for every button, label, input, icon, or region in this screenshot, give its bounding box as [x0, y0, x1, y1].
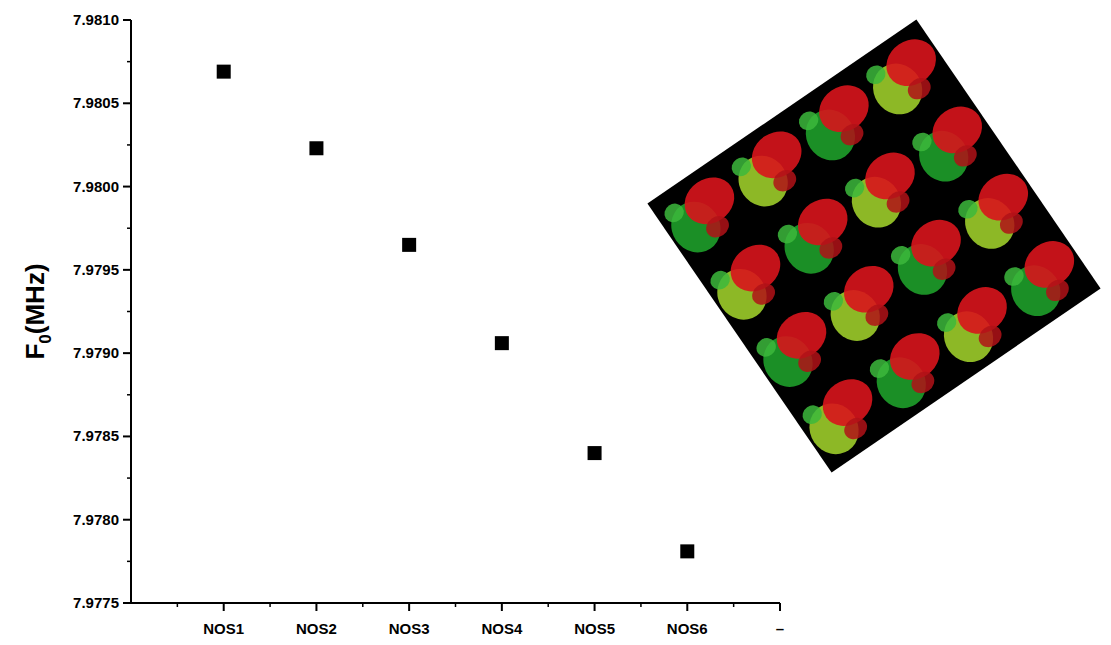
y-tick	[123, 519, 131, 521]
inset-blob	[753, 334, 780, 360]
y-tick	[123, 435, 131, 437]
inset-blob	[841, 175, 868, 201]
y-tick-label: 7.9800	[73, 178, 119, 195]
inset-blob	[774, 221, 801, 247]
y-tick-label: 7.9775	[73, 594, 119, 611]
x-tick-label: –	[776, 620, 784, 637]
x-minor-tick	[547, 603, 549, 607]
x-tick	[594, 603, 596, 611]
inset-blob	[907, 367, 938, 397]
inset-blob	[836, 120, 867, 150]
y-tick-label: 7.9790	[73, 344, 119, 361]
inset-background	[647, 19, 1100, 472]
inset-blob	[661, 200, 688, 226]
y-axis-title: F0(MHz)	[20, 263, 55, 359]
y-minor-tick	[127, 477, 131, 479]
inset-blob	[866, 356, 893, 382]
y-tick-label: 7.9780	[73, 511, 119, 528]
y-tick	[123, 602, 131, 604]
inset-blob	[707, 267, 734, 293]
point	[495, 336, 509, 350]
inset-blob	[1042, 275, 1073, 305]
y-minor-tick	[127, 61, 131, 63]
y-tick	[123, 19, 131, 21]
inset-blob	[769, 166, 800, 196]
x-tick-label: NOS4	[481, 620, 523, 637]
inset-blob	[996, 208, 1027, 238]
y-minor-tick	[127, 394, 131, 396]
inset-blob	[794, 346, 825, 376]
inset-blob	[728, 154, 755, 180]
point	[588, 446, 602, 460]
x-tick-label: NOS2	[296, 620, 337, 637]
point	[402, 238, 416, 252]
y-tick-label: 7.9795	[73, 261, 119, 278]
inset-blob	[862, 62, 889, 88]
point	[680, 544, 694, 558]
x-tick	[408, 603, 410, 611]
inset-blob	[815, 233, 846, 263]
inset-blob	[883, 187, 914, 217]
x-minor-tick	[733, 603, 735, 607]
y-tick	[123, 269, 131, 271]
y-tick-label: 7.9785	[73, 427, 119, 444]
inset-blob	[702, 212, 733, 242]
inset-blob	[820, 288, 847, 314]
y-minor-tick	[127, 561, 131, 563]
x-minor-tick	[269, 603, 271, 607]
x-tick-label: NOS1	[203, 620, 244, 637]
inset-blob	[748, 279, 779, 309]
points	[217, 65, 695, 559]
inset-image	[647, 19, 1100, 472]
inset-blob	[887, 242, 914, 268]
point	[309, 141, 323, 155]
x-tick-label: NOS5	[574, 620, 615, 637]
point	[217, 65, 231, 79]
x-tick	[686, 603, 688, 611]
x-tick-label: NOS6	[667, 620, 708, 637]
y-minor-tick	[127, 311, 131, 313]
y-tick	[123, 102, 131, 104]
y-minor-tick	[127, 227, 131, 229]
x-minor-tick	[640, 603, 642, 607]
y-tick	[123, 352, 131, 354]
inset-blob	[795, 108, 822, 134]
x-minor-tick	[177, 603, 179, 607]
inset-blob	[904, 74, 935, 104]
x-tick-label: NOS3	[389, 620, 430, 637]
x-tick	[779, 603, 781, 611]
y-minor-tick	[127, 144, 131, 146]
inset-blob	[840, 413, 871, 443]
inset-blob	[933, 309, 960, 335]
x-tick	[223, 603, 225, 611]
x-tick	[501, 603, 503, 611]
chart: 7.9775 7.9780 7.9785 7.9790 7.9795 7.9800 7.98…	[0, 0, 1111, 645]
x-minor-tick	[362, 603, 364, 607]
inset-blob	[975, 321, 1006, 351]
y-tick-label: 7.9805	[73, 94, 119, 111]
y-tick	[123, 186, 131, 188]
inset-blob	[955, 196, 982, 222]
x-tick	[315, 603, 317, 611]
inset-blob	[861, 300, 892, 330]
inset-blob	[1001, 263, 1028, 289]
inset-blob	[799, 402, 826, 428]
y-tick-label: 7.9810	[73, 11, 119, 28]
inset-blob	[950, 141, 981, 171]
inset-blob	[929, 254, 960, 284]
x-minor-tick	[455, 603, 457, 607]
inset-blob	[909, 129, 936, 155]
